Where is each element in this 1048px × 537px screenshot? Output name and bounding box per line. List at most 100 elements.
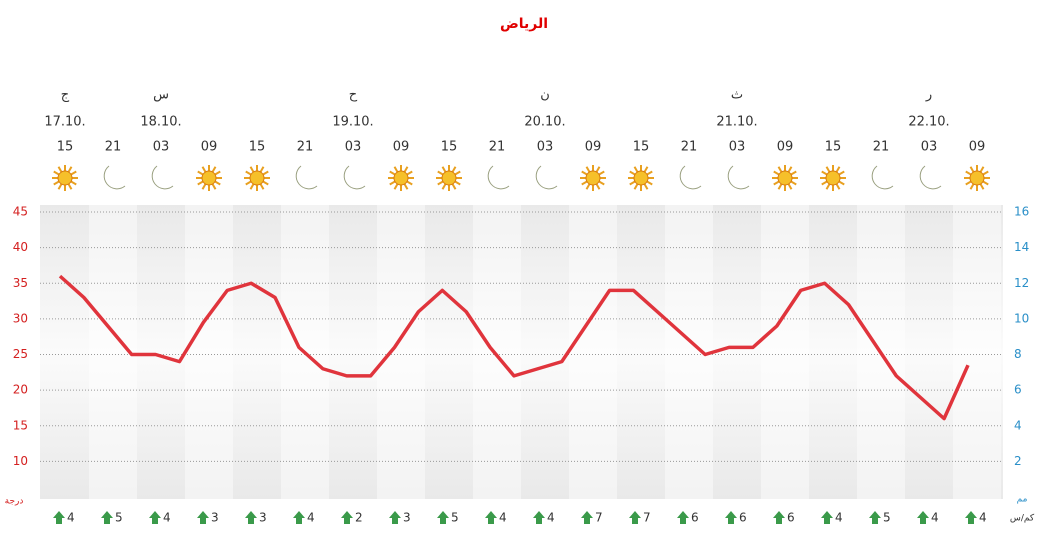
sun-ray <box>835 183 841 190</box>
sun-ray <box>67 166 73 173</box>
wind-arrow <box>821 511 833 524</box>
sun-ray <box>389 180 396 186</box>
sun-ray <box>57 166 63 173</box>
sun-ray <box>629 180 636 186</box>
moon-icon <box>919 165 942 190</box>
sun-ray <box>441 183 447 190</box>
day-name: ث <box>731 88 743 103</box>
sun-ray <box>633 183 639 190</box>
sun-ray <box>821 180 828 186</box>
wind-speed: 6 <box>691 511 699 525</box>
hour-label: 15 <box>57 140 74 155</box>
sun-ray <box>773 180 780 186</box>
plot-area <box>40 205 1003 499</box>
title: الرياض <box>500 16 548 32</box>
day-name: س <box>153 88 169 103</box>
sun-ray <box>403 166 409 173</box>
column-band <box>953 205 1001 499</box>
hour-label: 09 <box>585 140 602 155</box>
hour-label: 03 <box>537 140 554 155</box>
y2-axis-label: مم <box>1017 495 1028 505</box>
sun-ray <box>393 183 399 190</box>
sun-ray <box>790 180 797 186</box>
sun-ray <box>581 170 588 176</box>
sun-ray <box>437 170 444 176</box>
moon-icon <box>727 165 750 190</box>
moon-icon <box>871 165 894 190</box>
sun-ray <box>211 166 217 173</box>
wind-speed: 5 <box>115 511 123 525</box>
moon-icon <box>103 165 126 190</box>
y-tick-label: 20 <box>13 383 28 397</box>
hour-label: 09 <box>969 140 986 155</box>
y-axis-label: درجة <box>5 497 24 507</box>
sun-ray <box>598 170 605 176</box>
sun-ray <box>643 166 649 173</box>
wind-arrow <box>53 511 65 524</box>
temperature-line <box>58 274 970 421</box>
sun-ray <box>389 170 396 176</box>
sun-ray <box>70 170 77 176</box>
hour-label: 09 <box>201 140 218 155</box>
sun-ray <box>969 166 975 173</box>
sun-ray <box>821 170 828 176</box>
wind-arrow <box>725 511 737 524</box>
moon-icon <box>295 165 318 190</box>
wind-arrow <box>869 511 881 524</box>
hour-label: 03 <box>921 140 938 155</box>
wind-speed: 4 <box>979 511 987 525</box>
column-band <box>569 205 617 499</box>
sun-ray <box>406 180 413 186</box>
y-tick-label: 15 <box>13 418 28 432</box>
sun-ray <box>214 170 221 176</box>
sun-ray <box>838 180 845 186</box>
sun-icon <box>393 170 409 186</box>
sun-ray <box>982 170 989 176</box>
sun-icon <box>777 170 793 186</box>
wind-speed: 4 <box>307 511 315 525</box>
sun-ray <box>835 166 841 173</box>
sun-ray <box>53 180 60 186</box>
sun-ray <box>406 170 413 176</box>
wind-arrow <box>917 511 929 524</box>
y2-tick-label: 10 <box>1014 311 1029 325</box>
sun-ray <box>643 183 649 190</box>
sun-icon <box>201 170 217 186</box>
sun-ray <box>979 166 985 173</box>
y-tick-label: 30 <box>13 311 28 325</box>
day-date: 17.10. <box>44 115 85 130</box>
y-tick-label: 40 <box>13 240 28 254</box>
y-tick-label: 35 <box>13 276 28 290</box>
sun-ray <box>393 166 399 173</box>
sun-icon <box>249 170 265 186</box>
sun-ray <box>441 166 447 173</box>
sun-ray <box>451 183 457 190</box>
wind-arrow <box>341 511 353 524</box>
wind-speed: 4 <box>163 511 171 525</box>
sun-ray <box>451 166 457 173</box>
y-tick-label: 45 <box>13 205 28 219</box>
sun-ray <box>982 180 989 186</box>
sun-ray <box>259 166 265 173</box>
sun-ray <box>67 183 73 190</box>
wind-arrow <box>629 511 641 524</box>
sun-ray <box>70 180 77 186</box>
sun-ray <box>838 170 845 176</box>
day-date: 21.10. <box>716 115 757 130</box>
y2-tick-label: 12 <box>1014 276 1029 290</box>
moon-icon <box>679 165 702 190</box>
column-band <box>761 205 809 499</box>
sun-icon <box>633 170 649 186</box>
sun-ray <box>825 183 831 190</box>
wind-arrow <box>533 511 545 524</box>
wind-speed: 4 <box>499 511 507 525</box>
wind-speed: 6 <box>739 511 747 525</box>
hour-label: 03 <box>729 140 746 155</box>
y2-tick-label: 6 <box>1014 383 1022 397</box>
sun-ray <box>437 180 444 186</box>
sun-icon <box>57 170 73 186</box>
wind-speed: 4 <box>547 511 555 525</box>
sun-ray <box>787 183 793 190</box>
hour-label: 21 <box>105 140 122 155</box>
moon-icon <box>151 165 174 190</box>
